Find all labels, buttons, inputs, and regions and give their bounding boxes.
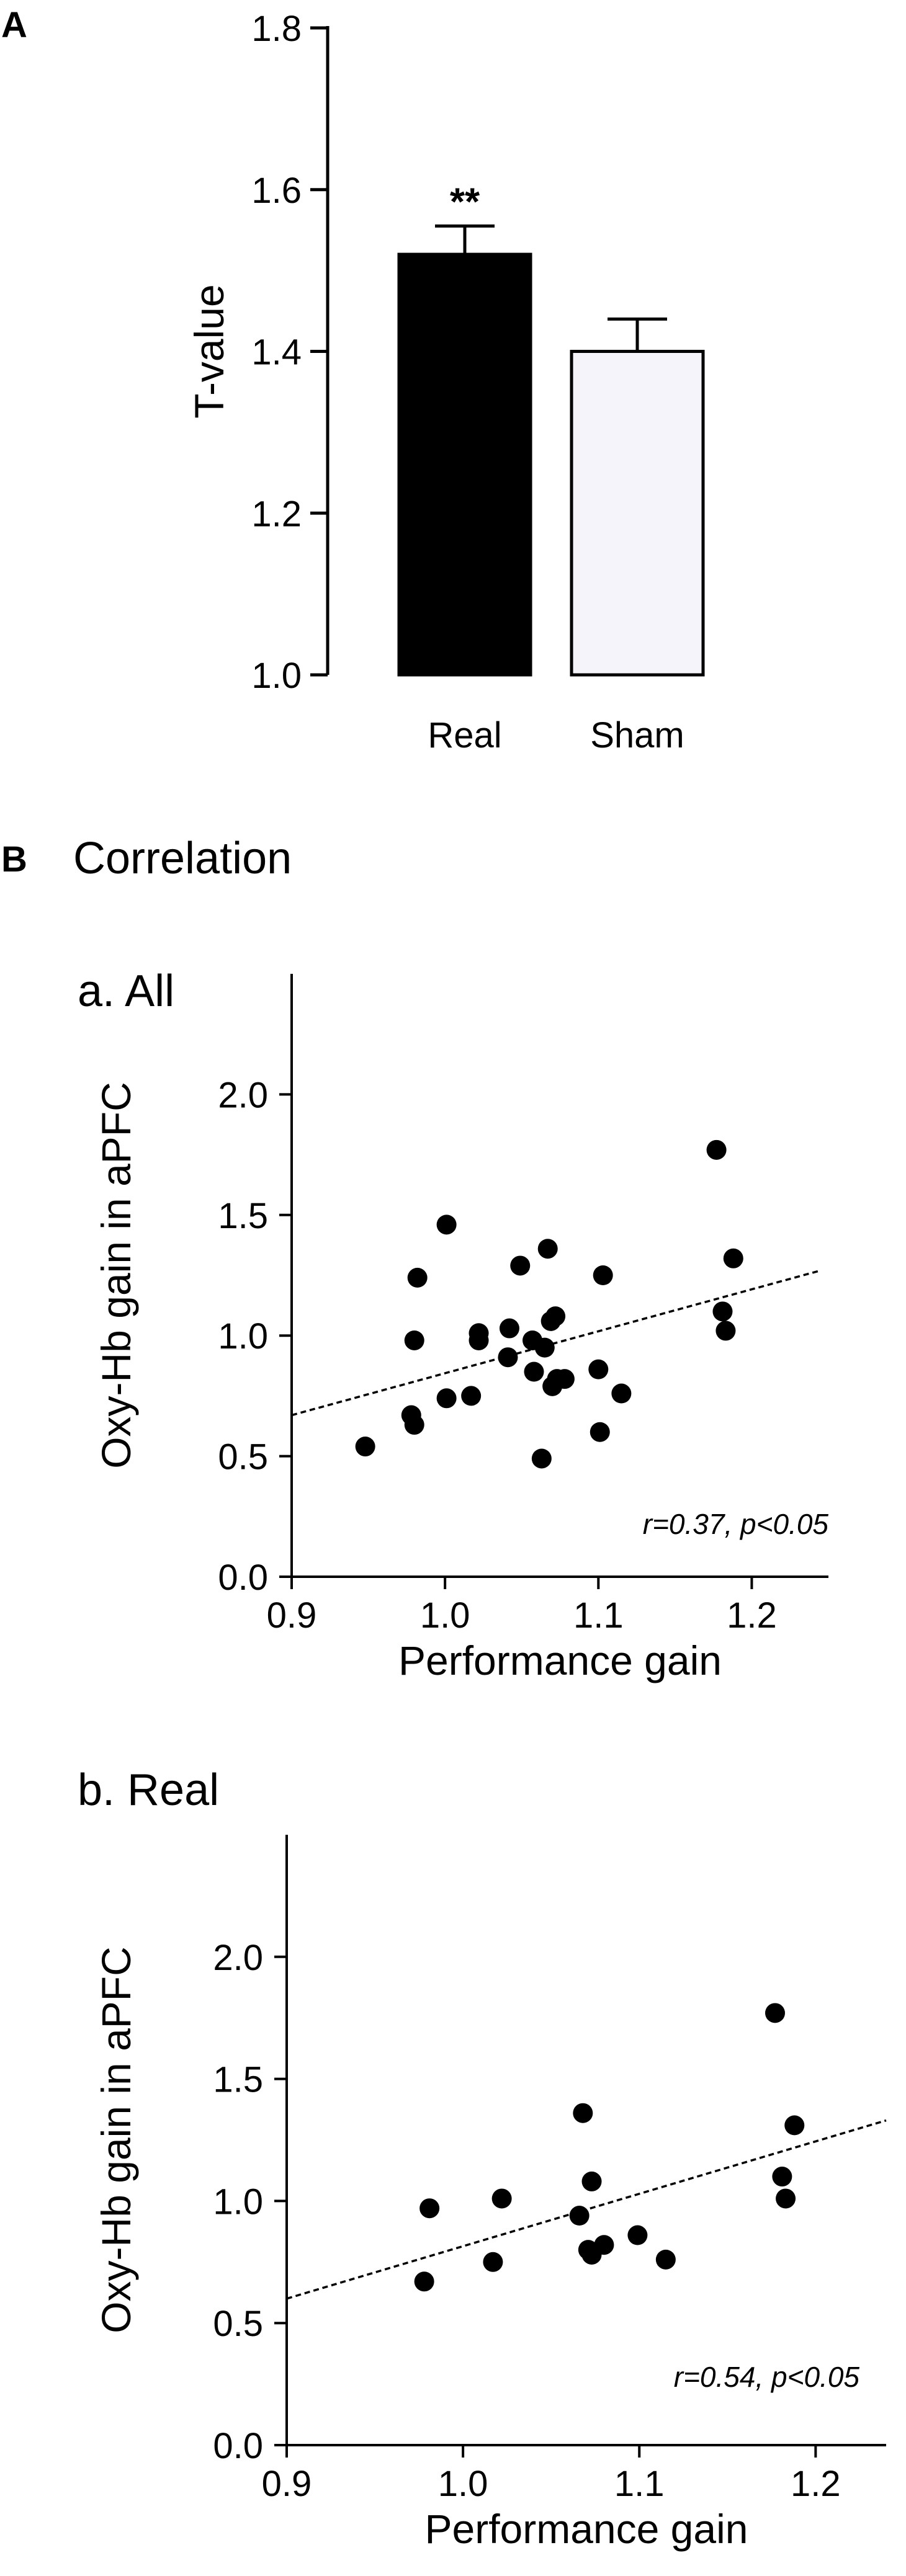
y-tick-label: 1.0 — [218, 1316, 268, 1357]
y-axis-title: Oxy-Hb gain in aPFC — [93, 1946, 139, 2333]
bar-chart: 1.0 1.2 1.4 1.6 1.8 T-value Real ** Sham — [186, 9, 705, 755]
data-point — [537, 1239, 558, 1259]
data-point — [655, 2249, 676, 2270]
y-tick-label: 0.5 — [213, 2304, 263, 2344]
data-point — [407, 1267, 428, 1288]
y-tick-label: 1.5 — [213, 2060, 263, 2100]
data-point — [776, 2188, 796, 2209]
data-point — [581, 2171, 602, 2191]
data-point — [419, 2198, 440, 2219]
x-tick-label: 1.0 — [438, 2464, 488, 2504]
y-axis-title: Oxy-Hb gain in aPFC — [93, 1082, 139, 1469]
data-point — [498, 1347, 518, 1368]
data-point — [573, 2103, 593, 2123]
data-point — [436, 1388, 457, 1409]
y-tick-label: 0.0 — [218, 1558, 268, 1598]
data-point — [483, 2252, 503, 2272]
bar-real — [397, 252, 532, 677]
x-tick-label: 1.2 — [727, 1595, 777, 1636]
y-tick-label: 2.0 — [218, 1075, 268, 1115]
data-point — [715, 1321, 736, 1341]
x-tick-label: Real — [428, 715, 501, 755]
x-axis-title: Performance gain — [398, 1638, 722, 1683]
y-tick-label: 2.0 — [213, 1938, 263, 1978]
data-point — [414, 2271, 434, 2292]
scatter-chart-all: a. All 0.0 0.5 1.0 1.5 2.0 0.9 1.0 1.1 1.2Perform… — [78, 966, 828, 1683]
chart-title: b. Real — [78, 1765, 219, 1815]
panel-a-letter: A — [1, 5, 27, 45]
data-point — [491, 2188, 512, 2209]
data-point — [723, 1248, 743, 1268]
x-tick-label: Sham — [590, 715, 684, 755]
data-point — [461, 1386, 482, 1406]
data-point — [594, 2235, 614, 2255]
x-tick-label: 1.1 — [614, 2464, 665, 2504]
data-point — [627, 2225, 648, 2245]
significance-marker: ** — [450, 180, 480, 223]
data-point — [545, 1306, 566, 1327]
data-point — [499, 1318, 519, 1339]
data-point — [534, 1337, 555, 1358]
y-tick-label: 1.5 — [218, 1196, 268, 1236]
x-tick-label: 1.0 — [420, 1595, 470, 1636]
data-point — [531, 1448, 552, 1469]
data-point — [588, 1359, 609, 1379]
y-axis-title: T-value — [186, 284, 232, 418]
x-tick-label: 0.9 — [267, 1595, 317, 1636]
data-point — [554, 1369, 575, 1389]
scatter-chart-real: b. Real 0.0 0.5 1.0 1.5 2.0 0.9 1.0 1.1 1.2 Perfor… — [78, 1765, 887, 2552]
data-point — [590, 1422, 610, 1442]
data-point — [404, 1415, 424, 1435]
y-tick-label: 0.5 — [218, 1437, 268, 1477]
data-point — [765, 2003, 786, 2023]
correlation-annotation: r=0.54, p<0.05 — [674, 2361, 860, 2393]
data-point — [772, 2167, 792, 2187]
data-point — [784, 2115, 805, 2136]
data-point — [404, 1330, 424, 1350]
data-point — [569, 2206, 590, 2226]
data-point — [611, 1383, 632, 1404]
y-tick-label: 1.8 — [251, 9, 302, 49]
y-tick-label: 1.0 — [213, 2182, 263, 2222]
chart-title: a. All — [78, 966, 174, 1016]
x-tick-label: 1.2 — [791, 2464, 841, 2504]
y-tick-label: 1.6 — [251, 171, 302, 211]
x-tick-label: 0.9 — [262, 2464, 312, 2504]
y-tick-label: 1.4 — [251, 332, 302, 373]
x-axis-title: Performance gain — [425, 2506, 748, 2552]
regression-line — [291, 1269, 822, 1417]
y-tick-label: 1.0 — [251, 656, 302, 696]
panel-b-title: Correlation — [73, 834, 292, 883]
data-point — [469, 1330, 489, 1350]
data-point — [436, 1214, 457, 1235]
data-point — [510, 1255, 531, 1276]
correlation-annotation: r=0.37, p<0.05 — [643, 1508, 829, 1540]
data-point — [706, 1139, 727, 1160]
data-point — [355, 1437, 375, 1457]
bar-sham — [570, 350, 705, 677]
data-point — [524, 1362, 544, 1382]
y-tick-label: 1.2 — [251, 494, 302, 534]
data-point — [712, 1301, 733, 1322]
x-tick-label: 1.1 — [573, 1595, 624, 1636]
panel-b-letter: B — [1, 839, 27, 880]
y-tick-label: 0.0 — [213, 2426, 263, 2466]
data-point — [593, 1265, 613, 1285]
